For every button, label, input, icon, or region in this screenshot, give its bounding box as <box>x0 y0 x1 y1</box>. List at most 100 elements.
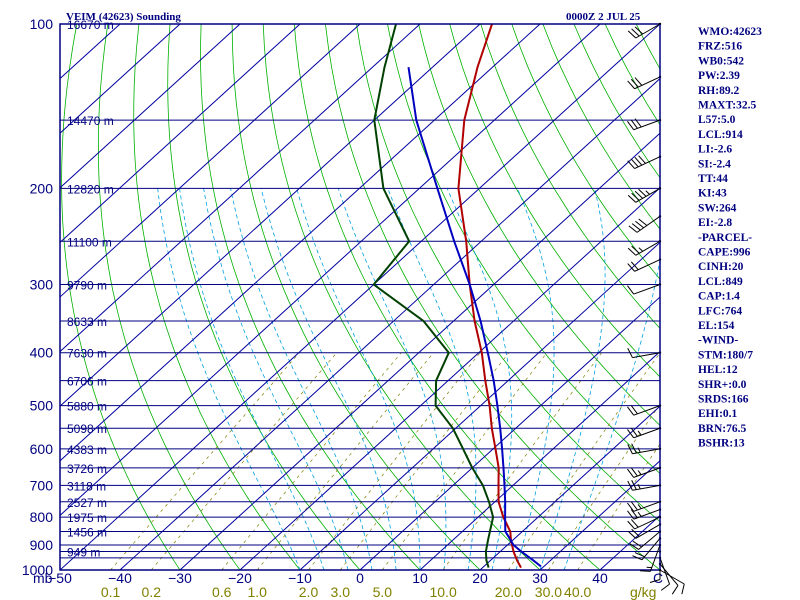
height-label: 5098 m <box>67 422 107 436</box>
stability-index: BRN:76.5 <box>698 423 746 435</box>
stability-index: CINH:20 <box>698 261 744 273</box>
wind-barb-flag <box>627 406 635 416</box>
pressure-label: 100 <box>30 16 54 32</box>
pressure-label: 600 <box>30 441 54 457</box>
mixing-ratio-tick-label: 30.0 <box>535 584 562 600</box>
mixing-ratio-tick-label: 20.0 <box>495 584 522 600</box>
temperature-tick-label: −20 <box>228 570 252 586</box>
stability-index: BSHR:13 <box>698 438 745 450</box>
pressure-label: 700 <box>30 477 54 493</box>
height-label: 6706 m <box>67 375 107 389</box>
wind-barb-flag <box>627 121 635 131</box>
wind-barb-flag <box>638 218 648 226</box>
wind-barb-flag <box>631 223 641 231</box>
height-label: 4383 m <box>67 443 107 457</box>
parcel-profile <box>407 67 542 568</box>
height-label: 14470 m <box>67 114 114 128</box>
wind-barb-staff <box>633 427 661 439</box>
wind-barb-staff <box>634 156 661 169</box>
wind-barb-staff <box>659 563 679 586</box>
wind-barb-flag <box>630 119 638 129</box>
temperature-tick-label: 40 <box>592 570 608 586</box>
wind-barb <box>627 508 662 520</box>
wind-barb-staff <box>635 23 661 39</box>
wind-barb-staff <box>634 516 661 530</box>
wind-barb-flag <box>631 528 640 537</box>
wind-barb-flag <box>634 26 644 35</box>
isotherm <box>60 24 660 570</box>
stability-index: PW:2.39 <box>698 70 740 82</box>
height-label: 7630 m <box>67 347 107 361</box>
height-label: 16670 m <box>67 18 114 32</box>
wind-barb-staff <box>634 76 661 90</box>
wind-barb-staff <box>635 523 661 539</box>
wind-barb-flag <box>631 480 637 490</box>
isotherm <box>119 77 660 570</box>
wind-barb-half-flag <box>645 190 650 195</box>
stability-index: RH:89.2 <box>698 85 739 97</box>
wind-barb-half-flag <box>637 430 642 436</box>
pressure-label: 1000 <box>22 562 53 578</box>
isotherm <box>60 24 301 244</box>
wind-barb <box>627 187 662 203</box>
stability-index: KI:43 <box>698 188 727 200</box>
wind-barb-half-flag <box>637 504 642 509</box>
wind-barb-flag <box>627 520 635 530</box>
wind-barb-flag <box>630 405 638 415</box>
wind-barb-flag <box>632 555 643 561</box>
stability-index: CAPE:996 <box>698 247 751 259</box>
temperature-tick-label: −10 <box>288 570 312 586</box>
temperature-tick-label: −30 <box>168 570 192 586</box>
wind-barb <box>629 530 662 550</box>
temperature-profile <box>457 24 522 569</box>
wind-barb-flag <box>630 519 639 528</box>
mixing-ratio-tick-label: 10.0 <box>429 584 456 600</box>
stability-index: EL:154 <box>698 320 735 332</box>
mixing-ratio-tick-label: 3.0 <box>331 584 351 600</box>
wind-barb-flag <box>639 570 651 572</box>
wind-barb-staff <box>635 240 661 256</box>
wind-barb-staff <box>659 557 671 585</box>
height-label: 3726 m <box>67 462 107 476</box>
pressure-label: 400 <box>30 345 54 361</box>
wind-barb-flag <box>627 510 635 520</box>
wind-barb-staff <box>633 467 661 478</box>
wind-barb <box>627 118 662 131</box>
height-labels: 16670 m 14470 m 12820 m 11100 m 9790 m 8633 m… <box>67 18 114 560</box>
wind-barb-flag <box>630 427 638 437</box>
wind-barb-half-flag <box>638 247 644 252</box>
wind-barb-flag <box>631 28 640 37</box>
height-label: 12820 m <box>67 182 114 196</box>
wind-barb-flag <box>630 158 639 168</box>
height-label: 2527 m <box>67 496 107 510</box>
wind-barb-flag <box>627 194 637 203</box>
dewpoint-profile <box>372 24 495 568</box>
wind-barb-flag <box>627 30 637 39</box>
stability-index: SRDS:166 <box>698 394 749 406</box>
stability-index: SI:-2.4 <box>698 158 731 170</box>
wind-barb <box>627 443 662 455</box>
stability-index: FRZ:516 <box>698 41 742 53</box>
wind-barb-flag <box>634 552 645 558</box>
temperature-axis: −50 −40 −30 −20 −10 0 10 20 30 40 C <box>48 570 663 586</box>
wind-barb-flag <box>638 188 647 197</box>
temperature-tick-label: 10 <box>412 570 428 586</box>
stability-index: MAXT:32.5 <box>698 100 756 112</box>
wind-barb-staff <box>633 509 661 520</box>
wind-barb-flag <box>627 160 635 169</box>
wind-barb-flag <box>634 190 644 199</box>
wind-barb-flag <box>634 118 642 128</box>
wind-barb <box>658 562 679 595</box>
wind-barb-flag <box>627 444 633 454</box>
wind-barb-staff <box>636 215 661 233</box>
stability-index: EHI:0.1 <box>698 408 738 420</box>
height-label: 3118 m <box>67 479 106 493</box>
wind-barb-flag <box>627 530 637 539</box>
wind-barb-half-flag <box>637 511 642 517</box>
wind-barb <box>627 515 662 530</box>
isotherm <box>479 405 660 570</box>
wind-barb-flag <box>638 155 646 164</box>
wind-barb-flag <box>631 192 640 201</box>
